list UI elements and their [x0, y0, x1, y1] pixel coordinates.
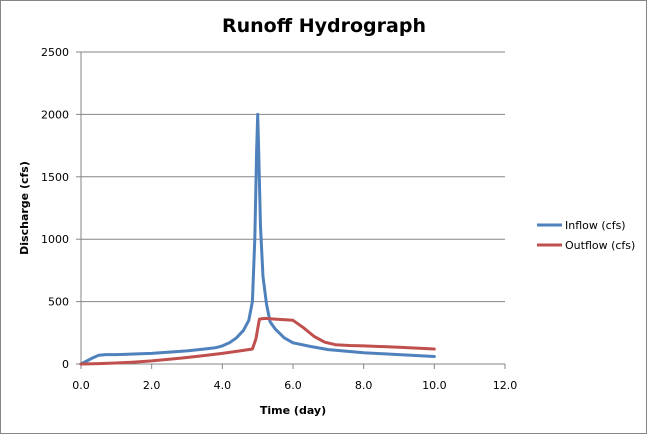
- x-axis-title: Time (day): [260, 404, 326, 417]
- y-tick-labels: 0 500 1000 1500 2000 2500: [41, 46, 81, 371]
- x-tick-label-1: 2.0: [143, 379, 161, 392]
- legend: Inflow (cfs) Outflow (cfs): [537, 219, 635, 252]
- x-tick-label-3: 6.0: [284, 379, 302, 392]
- y-tick-label-1: 500: [48, 296, 69, 309]
- series-line-inflow: [79, 112, 436, 366]
- y-tick-label-5: 2500: [41, 46, 69, 59]
- x-tick-label-6: 12.0: [493, 379, 518, 392]
- y-tick-label-0: 0: [62, 358, 69, 371]
- legend-label-0: Inflow (cfs): [565, 219, 626, 232]
- x-tick-label-2: 4.0: [214, 379, 232, 392]
- x-tick-label-4: 8.0: [355, 379, 373, 392]
- series-layer: [79, 112, 436, 366]
- y-tick-label-2: 1000: [41, 233, 69, 246]
- grid-lines: [81, 51, 505, 303]
- chart-title: Runoff Hydrograph: [222, 15, 426, 37]
- legend-label-1: Outflow (cfs): [565, 239, 635, 252]
- y-tick-label-4: 2000: [41, 108, 69, 121]
- x-tick-label-0: 0.0: [72, 379, 90, 392]
- series-line-outflow: [79, 316, 436, 366]
- y-tick-label-3: 1500: [41, 171, 69, 184]
- x-tick-label-5: 10.0: [422, 379, 447, 392]
- x-tick-labels: 0.0 2.0 4.0 6.0 8.0 10.0 12.0: [72, 364, 517, 392]
- y-axis-title: Discharge (cfs): [18, 161, 31, 255]
